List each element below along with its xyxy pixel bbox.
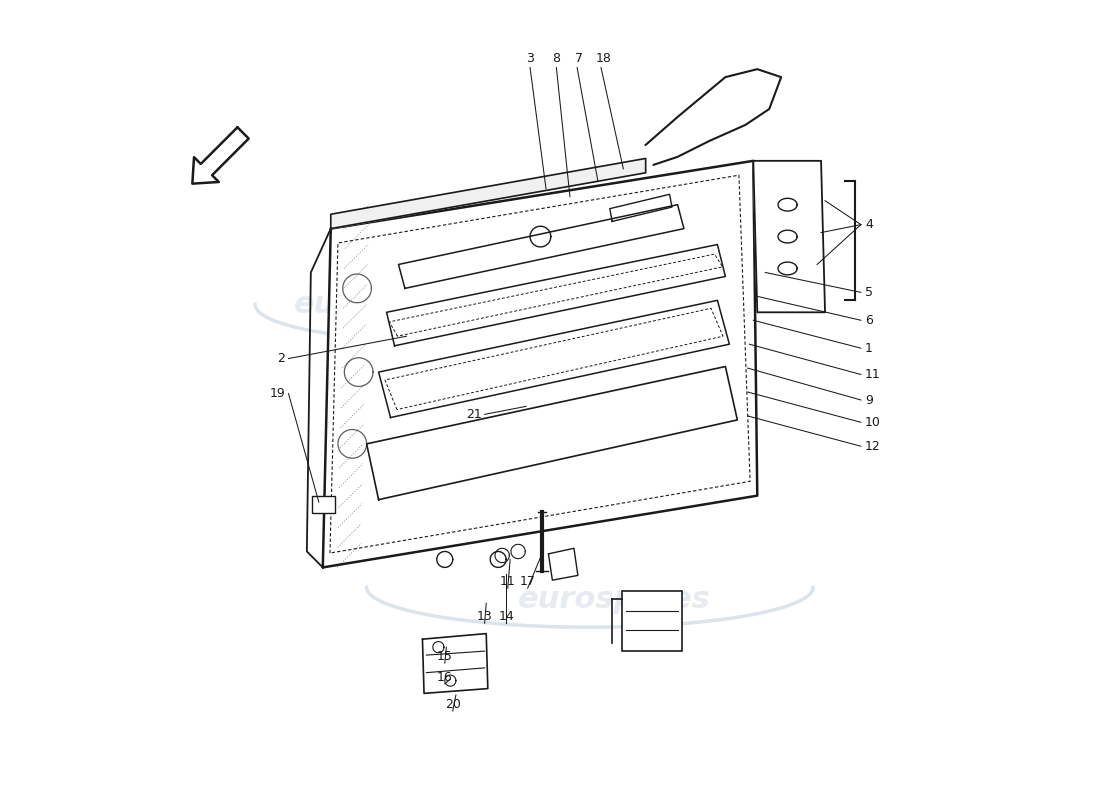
Text: 19: 19 [270,387,285,400]
Text: 11: 11 [865,368,881,381]
Polygon shape [192,127,249,184]
Polygon shape [778,198,798,211]
Text: 12: 12 [865,440,881,453]
Text: 6: 6 [865,314,872,326]
Text: 4: 4 [865,218,872,231]
Text: 8: 8 [552,52,560,66]
Text: 15: 15 [437,650,453,663]
Polygon shape [422,634,487,694]
Text: 2: 2 [277,352,285,365]
Text: 21: 21 [466,408,482,421]
Text: 17: 17 [519,575,536,588]
Text: 14: 14 [498,610,514,623]
Polygon shape [778,262,798,275]
Polygon shape [512,544,526,558]
Polygon shape [432,642,444,653]
Text: eurospares: eurospares [294,290,487,319]
Polygon shape [491,551,506,567]
Bar [621,591,682,651]
Text: 20: 20 [444,698,461,711]
Text: 16: 16 [437,671,452,684]
Text: 1: 1 [865,342,872,354]
Text: 3: 3 [526,52,534,66]
Polygon shape [646,69,781,165]
Text: eurospares: eurospares [517,585,711,614]
Polygon shape [549,548,578,580]
Text: 5: 5 [865,286,873,299]
Polygon shape [495,548,509,562]
Text: 7: 7 [574,52,583,66]
Polygon shape [322,161,757,567]
Bar [312,496,334,514]
Text: 10: 10 [865,416,881,429]
Text: 9: 9 [865,394,872,406]
Text: 13: 13 [476,610,493,623]
Polygon shape [331,158,646,229]
Text: 18: 18 [595,52,612,66]
Polygon shape [778,230,798,243]
Text: 11: 11 [499,575,516,588]
Polygon shape [444,675,455,686]
Polygon shape [754,161,825,312]
Polygon shape [437,551,453,567]
